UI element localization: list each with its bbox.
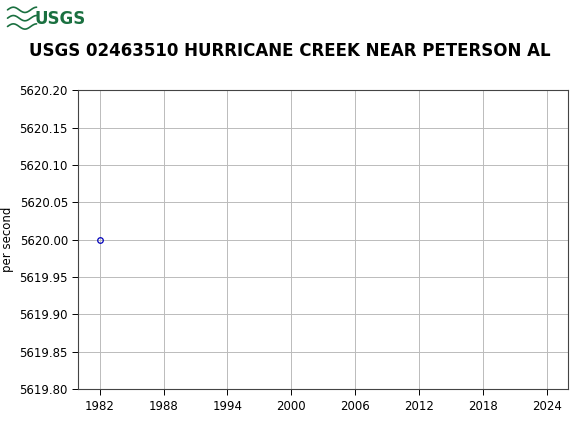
Y-axis label: Annual Peak Streamflow, in cubic feet
per second: Annual Peak Streamflow, in cubic feet pe… bbox=[0, 128, 14, 352]
Bar bbox=[5, 4, 95, 34]
Text: USGS: USGS bbox=[35, 10, 86, 28]
Text: USGS 02463510 HURRICANE CREEK NEAR PETERSON AL: USGS 02463510 HURRICANE CREEK NEAR PETER… bbox=[29, 42, 551, 60]
